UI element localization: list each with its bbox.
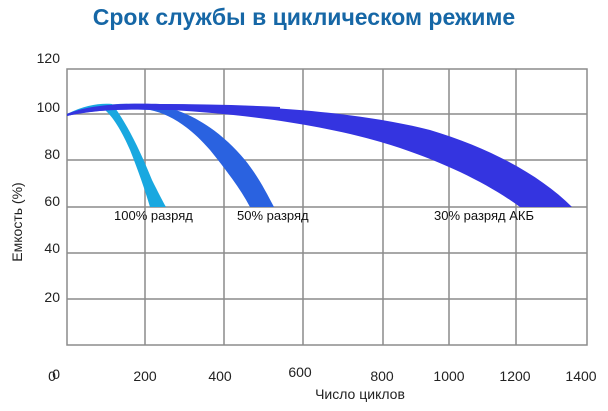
series-label-100pct: 100% разряд (114, 208, 193, 223)
x-tick-label: 200 (133, 368, 157, 384)
series-100pct-band (67, 103, 166, 207)
series-30pct-top (67, 103, 280, 116)
x-tick-label: 800 (370, 368, 394, 384)
series-label-50pct: 50% разряд (237, 208, 309, 223)
y-tick-label: 100 (36, 99, 60, 115)
y-tick-label: 20 (44, 289, 60, 305)
grid (66, 68, 588, 346)
x-axis-title: Число циклов (315, 386, 405, 402)
x-tick-label: 1400 (565, 368, 597, 384)
x-tick-label: 0 (48, 368, 56, 384)
x-tick-label: 600 (288, 364, 312, 380)
x-tick-label: 1200 (499, 368, 531, 384)
series-30pct-band (67, 103, 572, 207)
y-tick-label: 0 (52, 366, 60, 382)
y-tick-label: 80 (44, 146, 60, 162)
y-axis-title: Емкость (%) (9, 182, 25, 262)
y-tick-label: 40 (44, 240, 60, 256)
y-tick-label: 60 (44, 193, 60, 209)
y-tick-label: 120 (36, 50, 60, 66)
x-tick-label: 1000 (433, 368, 465, 384)
series-50pct-band (67, 103, 274, 207)
series-label-30pct: 30% разряд АКБ (434, 208, 535, 223)
x-tick-label: 400 (208, 368, 232, 384)
chart-title: Срок службы в циклическом режиме (92, 4, 516, 30)
